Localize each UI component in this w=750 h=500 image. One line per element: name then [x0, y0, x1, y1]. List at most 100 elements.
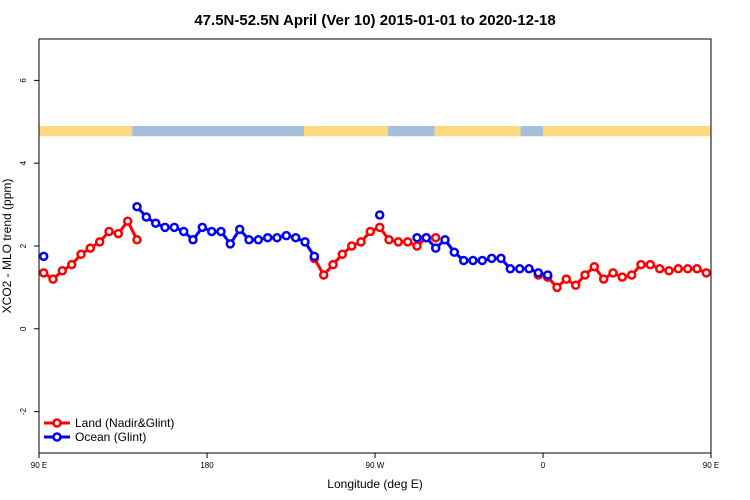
ocean-point	[141, 212, 152, 222]
land-point	[393, 237, 404, 247]
band-land-segment	[39, 125, 133, 137]
x-tick-label: 90 E	[703, 461, 719, 470]
ocean-point	[533, 268, 544, 278]
x-tick-label: 180	[200, 461, 214, 470]
ocean-point	[486, 253, 497, 264]
land-point	[39, 268, 49, 278]
land-point	[365, 226, 376, 237]
ocean-point	[132, 201, 142, 212]
land-point	[589, 261, 600, 272]
y-axis: -2 0 2 4 6	[19, 78, 39, 415]
band-ocean-segment	[388, 125, 435, 137]
ocean-point	[225, 239, 236, 249]
land-point	[740, 261, 747, 268]
ocean-point	[281, 230, 292, 241]
y-axis-label: XCO2 - MLO trend (ppm)	[0, 179, 14, 314]
series-land	[39, 216, 747, 293]
ocean-point	[496, 253, 506, 264]
plot-frame	[38, 38, 712, 454]
land-point	[673, 264, 684, 274]
land-point	[580, 270, 590, 280]
legend-land-label: Land (Nadir&Glint)	[75, 416, 174, 430]
ocean-point	[468, 255, 478, 266]
y-tick-label: 6	[19, 78, 28, 83]
land-point	[608, 268, 618, 278]
ocean-point	[374, 210, 385, 220]
land-point	[412, 241, 422, 251]
land-point	[346, 241, 357, 251]
ocean-point	[188, 235, 198, 245]
ocean-point	[421, 232, 432, 243]
land-point	[328, 259, 338, 270]
ocean-point	[206, 226, 217, 237]
ocean-point	[262, 232, 273, 243]
series-ocean	[39, 201, 711, 280]
ocean-point	[244, 235, 254, 245]
land-point	[374, 222, 385, 233]
x-tick-label: 90 E	[31, 461, 47, 470]
ocean-point	[430, 243, 441, 253]
series-layer	[39, 201, 747, 293]
land-point	[132, 235, 142, 245]
land-point	[104, 226, 114, 237]
ocean-point	[253, 235, 264, 245]
x-axis-label: Longitude (deg E)	[327, 477, 422, 491]
band-land-segment	[543, 125, 711, 137]
ocean-point	[440, 235, 450, 245]
ocean-point	[524, 264, 534, 274]
land-point	[731, 265, 738, 272]
x-axis: 90 E 180 90 W 0 90 E	[31, 453, 719, 470]
land-point	[76, 249, 86, 260]
y-tick-label: 4	[19, 160, 28, 165]
land-point	[66, 259, 77, 270]
legend: Land (Nadir&Glint)Ocean (Glint)	[44, 416, 174, 444]
chart-title: 47.5N-52.5N April (Ver 10) 2015-01-01 to…	[194, 12, 555, 29]
ocean-point	[514, 264, 525, 274]
land-point	[85, 243, 96, 253]
band-ocean-segment	[132, 125, 305, 137]
band-land-segment	[434, 125, 521, 137]
band-ocean-segment	[520, 125, 543, 137]
y-tick-label: 0	[19, 326, 28, 331]
land-point	[570, 280, 581, 291]
y-tick-label: -2	[19, 407, 28, 415]
ocean-point	[458, 255, 469, 266]
land-point	[645, 259, 656, 270]
y-tick-label: 2	[19, 243, 28, 248]
land-point	[122, 216, 133, 226]
ocean-point	[290, 232, 301, 243]
land-point	[617, 272, 628, 282]
ocean-point	[160, 222, 170, 233]
ocean-point	[216, 226, 226, 237]
ocean-point	[178, 226, 189, 237]
land-point	[337, 249, 348, 260]
ocean-point	[710, 255, 711, 258]
ocean-point	[169, 222, 180, 233]
ocean-point	[505, 264, 516, 274]
ocean-point	[39, 251, 49, 262]
band-land-segment	[304, 125, 389, 137]
land-point	[664, 266, 674, 276]
land-ocean-band	[39, 125, 711, 137]
land-point	[722, 276, 729, 283]
land-point	[626, 270, 637, 280]
legend-land-marker	[52, 418, 62, 428]
land-point	[94, 237, 105, 247]
land-point	[57, 266, 68, 276]
land-point	[318, 270, 329, 280]
land-point	[356, 237, 366, 247]
ocean-point	[300, 237, 310, 247]
land-point	[113, 228, 124, 239]
ocean-point	[150, 218, 161, 228]
ocean-point	[477, 255, 488, 266]
land-point	[384, 235, 394, 245]
x-tick-label: 90 W	[366, 461, 385, 470]
x-tick-label: 0	[541, 461, 546, 470]
land-point	[636, 259, 646, 270]
legend-ocean-label: Ocean (Glint)	[75, 430, 146, 444]
land-point	[692, 264, 702, 274]
land-point	[561, 274, 572, 284]
land-point	[430, 232, 441, 243]
land-point	[48, 274, 58, 284]
